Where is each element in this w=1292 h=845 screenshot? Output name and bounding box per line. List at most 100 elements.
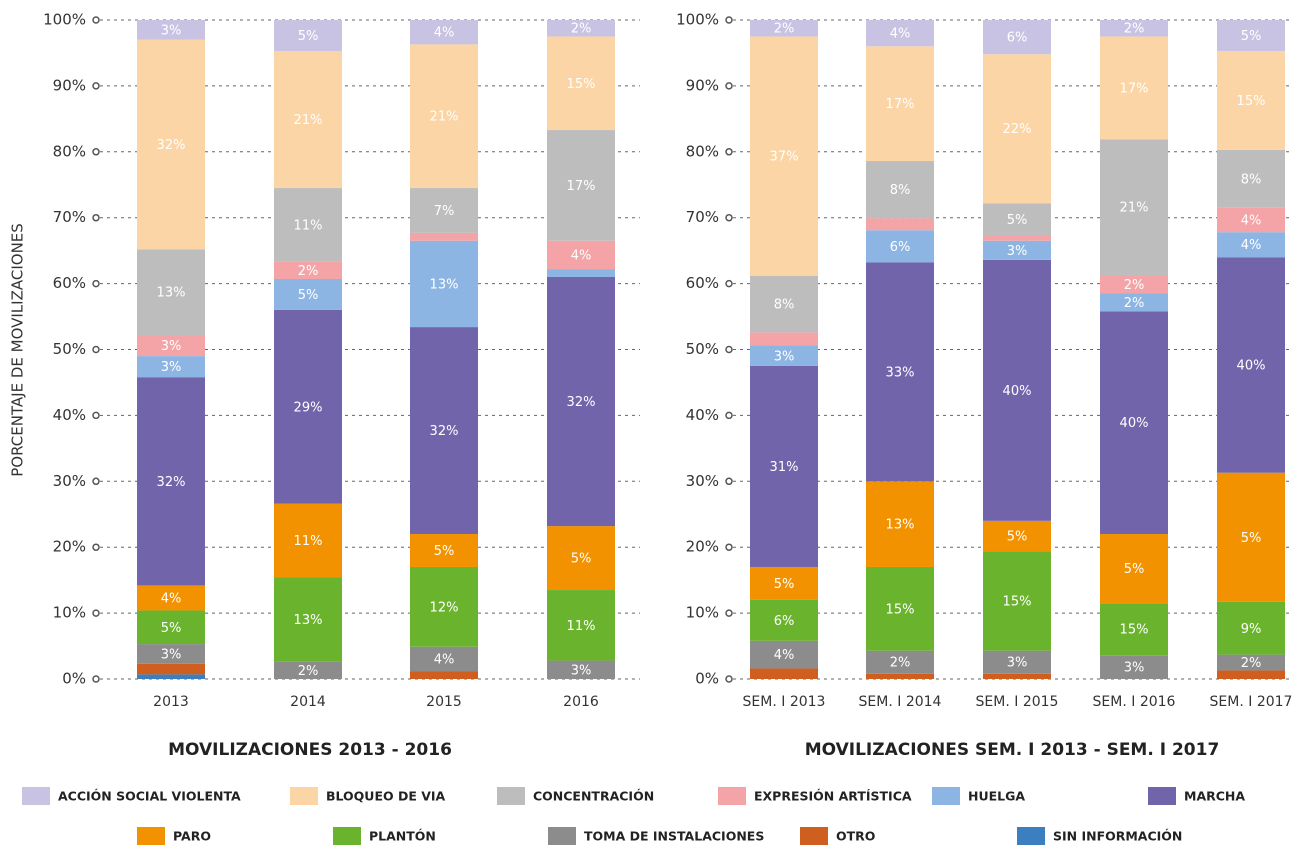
- bar-segment: PARO: [1100, 534, 1168, 604]
- bar-segment: PARO: [750, 566, 818, 600]
- y-tick-label: 40%: [53, 406, 86, 424]
- data-label: 2%: [774, 22, 795, 37]
- y-tick-label: 90%: [53, 76, 86, 94]
- data-label: 3%: [161, 339, 182, 354]
- y-tick-label: 20%: [686, 538, 719, 556]
- tick-mark: [92, 675, 100, 683]
- data-label: 29%: [294, 400, 323, 415]
- data-label: 21%: [430, 110, 459, 125]
- bar-segment: PARO: [410, 534, 478, 567]
- y-tick-label: 60%: [686, 274, 719, 292]
- tick-mark: [92, 345, 100, 354]
- data-label: 11%: [294, 218, 323, 233]
- bar-segment: OTRO: [866, 673, 934, 679]
- bar-segment: PLANTÓN: [866, 566, 934, 651]
- legend-swatch: [497, 787, 525, 805]
- data-label: 6%: [774, 614, 795, 629]
- tick-mark: [92, 148, 100, 156]
- bar-segment: PLANTÓN: [983, 551, 1051, 651]
- tick-mark: [725, 609, 733, 617]
- bar-segment: ACCIÓN SOCIAL VIOLENTA: [1217, 20, 1285, 51]
- bar-segment: TOMA DE INSTALACIONES: [547, 660, 615, 679]
- tick-mark: [725, 148, 733, 156]
- chart-title: MOVILIZACIONES 2013 - 2016: [168, 740, 452, 760]
- bar-segment: HUELGA: [1100, 293, 1168, 312]
- x-tick-label: 2015: [426, 694, 462, 710]
- legend-swatch: [290, 787, 318, 805]
- bar-segment: ACCIÓN SOCIAL VIOLENTA: [547, 20, 615, 37]
- bar-segment: PLANTÓN: [274, 577, 342, 662]
- data-label: 32%: [157, 138, 186, 153]
- bar-segment: EXPRESIÓN ARTÍSTICA: [1217, 207, 1285, 233]
- bar-segment: MARCHA: [137, 377, 205, 586]
- tick-mark: [725, 675, 733, 683]
- data-label: 40%: [1003, 384, 1032, 399]
- x-tick-label: SEM. I 2013: [743, 694, 826, 710]
- data-label: 11%: [294, 534, 323, 549]
- y-tick-label: 70%: [53, 208, 86, 226]
- bar-segment: MARCHA: [983, 259, 1051, 521]
- x-tick-label: SEM. I 2016: [1093, 694, 1176, 710]
- tick-mark: [92, 609, 100, 617]
- bar-segment: PLANTÓN: [137, 610, 205, 645]
- data-label: 8%: [890, 183, 911, 198]
- bar-segment: TOMA DE INSTALACIONES: [750, 640, 818, 669]
- x-tick-label: SEM. I 2014: [859, 694, 942, 710]
- bar-segment: ACCIÓN SOCIAL VIOLENTA: [750, 20, 818, 37]
- data-label: 15%: [1237, 94, 1266, 109]
- bar-segment: PARO: [547, 526, 615, 591]
- bar-segment: PARO: [983, 520, 1051, 552]
- bar-segment: OTRO: [750, 668, 818, 679]
- tick-mark: [92, 82, 100, 90]
- legend-swatch: [800, 827, 828, 845]
- data-label: 3%: [774, 349, 795, 364]
- bar-segment: EXPRESIÓN ARTÍSTICA: [866, 218, 934, 231]
- data-label: 40%: [1120, 416, 1149, 431]
- bar-segment: ACCIÓN SOCIAL VIOLENTA: [274, 20, 342, 51]
- data-label: 15%: [567, 77, 596, 92]
- bar-segment: CONCENTRACIÓN: [274, 188, 342, 262]
- data-label: 5%: [1241, 531, 1262, 546]
- legend-label: TOMA DE INSTALACIONES: [584, 829, 764, 844]
- data-label: 3%: [161, 360, 182, 375]
- bar-segment: MARCHA: [1100, 311, 1168, 535]
- data-label: 13%: [430, 277, 459, 292]
- bar-segment: PARO: [274, 503, 342, 578]
- bar-segment: CONCENTRACIÓN: [750, 275, 818, 333]
- data-label: 13%: [157, 286, 186, 301]
- data-label: 13%: [886, 518, 915, 533]
- bar-segment: HUELGA: [1217, 232, 1285, 258]
- bar-segment: EXPRESIÓN ARTÍSTICA: [547, 240, 615, 270]
- bar-segment: EXPRESIÓN ARTÍSTICA: [983, 235, 1051, 241]
- tick-mark: [725, 279, 733, 288]
- data-label: 11%: [567, 619, 596, 634]
- bar-segment: EXPRESIÓN ARTÍSTICA: [1100, 275, 1168, 294]
- bar-segment: TOMA DE INSTALACIONES: [1217, 654, 1285, 671]
- data-label: 32%: [157, 475, 186, 490]
- y-tick-label: 80%: [53, 142, 86, 160]
- data-label: 3%: [161, 23, 182, 38]
- tick-mark: [92, 411, 100, 420]
- data-label: 22%: [1003, 122, 1032, 137]
- data-label: 2%: [1241, 656, 1262, 671]
- bar-segment: EXPRESIÓN ARTÍSTICA: [750, 332, 818, 346]
- bar-segment: PLANTÓN: [1100, 603, 1168, 656]
- y-tick-label: 10%: [686, 604, 719, 622]
- bar-segment: BLOQUEO DE VIA: [547, 36, 615, 131]
- bar-segment: CONCENTRACIÓN: [983, 203, 1051, 236]
- bar-segment: BLOQUEO DE VIA: [1217, 50, 1285, 150]
- data-label: 32%: [430, 424, 459, 439]
- tick-mark: [92, 213, 100, 222]
- bar-segment: BLOQUEO DE VIA: [750, 36, 818, 276]
- bar-segment: OTRO: [410, 671, 478, 679]
- x-tick-label: SEM. I 2015: [976, 694, 1059, 710]
- bar-segment: HUELGA: [866, 230, 934, 263]
- legend-label: PARO: [173, 829, 211, 844]
- data-label: 31%: [770, 460, 799, 475]
- data-label: 5%: [434, 544, 455, 559]
- bar-segment: PARO: [1217, 472, 1285, 602]
- y-tick-label: 40%: [686, 406, 719, 424]
- data-label: 32%: [567, 395, 596, 410]
- data-label: 3%: [1007, 656, 1028, 671]
- bar-segment: PARO: [137, 585, 205, 611]
